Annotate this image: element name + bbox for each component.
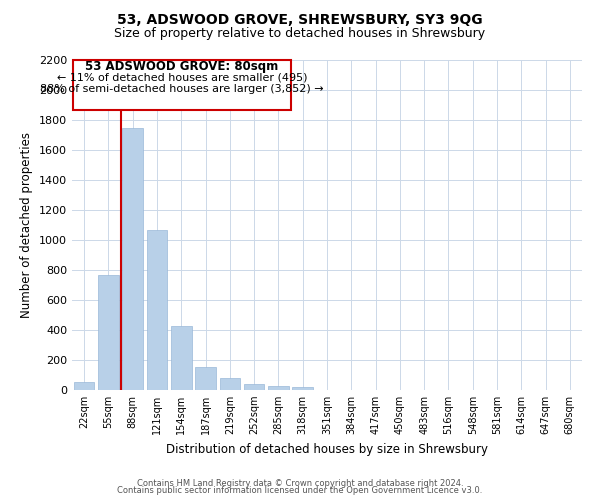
Text: ← 11% of detached houses are smaller (495): ← 11% of detached houses are smaller (49… (56, 73, 307, 83)
Bar (146, 230, 167, 390)
Text: Contains HM Land Registry data © Crown copyright and database right 2024.: Contains HM Land Registry data © Crown c… (137, 478, 463, 488)
Text: 53, ADSWOOD GROVE, SHREWSBURY, SY3 9QG: 53, ADSWOOD GROVE, SHREWSBURY, SY3 9QG (117, 12, 483, 26)
Bar (195, 367, 216, 390)
Bar (220, 378, 240, 390)
Bar (122, 128, 143, 390)
Text: Contains public sector information licensed under the Open Government Licence v3: Contains public sector information licen… (118, 486, 482, 495)
Text: 53 ADSWOOD GROVE: 80sqm: 53 ADSWOOD GROVE: 80sqm (85, 60, 278, 73)
FancyBboxPatch shape (73, 60, 290, 110)
Bar (171, 326, 191, 390)
Bar (268, 386, 289, 390)
X-axis label: Distribution of detached houses by size in Shrewsbury: Distribution of detached houses by size … (166, 442, 488, 456)
Bar (292, 387, 313, 390)
Bar (244, 384, 265, 390)
Bar (74, 382, 94, 390)
Bar (98, 274, 119, 390)
Text: Size of property relative to detached houses in Shrewsbury: Size of property relative to detached ho… (115, 28, 485, 40)
Text: 88% of semi-detached houses are larger (3,852) →: 88% of semi-detached houses are larger (… (40, 84, 324, 94)
Y-axis label: Number of detached properties: Number of detached properties (20, 132, 34, 318)
